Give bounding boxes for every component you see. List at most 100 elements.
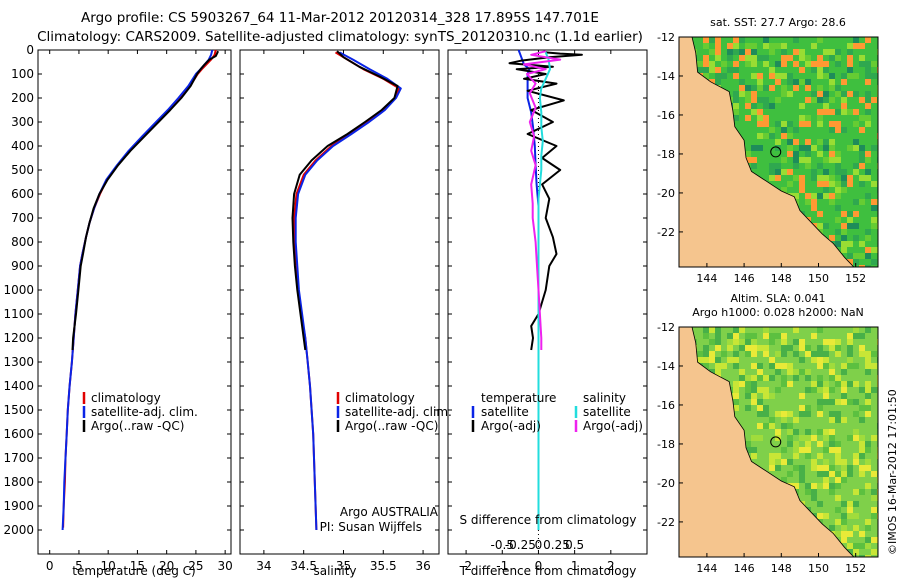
map-cell xyxy=(757,55,763,61)
map-x-tick-label: 148 xyxy=(771,272,792,285)
map-cell xyxy=(793,417,799,423)
sla-map-title-2: Argo h1000: 0.028 h2000: NaN xyxy=(692,306,864,319)
map-cell xyxy=(763,393,769,399)
panel-frame xyxy=(37,49,232,555)
map-cell xyxy=(787,151,793,157)
map-cell xyxy=(865,441,871,447)
map-cell xyxy=(847,181,853,187)
map-cell xyxy=(829,489,835,495)
map-cell xyxy=(871,549,877,555)
map-y-tick-label: -12 xyxy=(657,321,675,334)
x-tick-label: 35.5 xyxy=(370,559,397,573)
map-cell xyxy=(703,55,709,61)
map-cell xyxy=(727,339,733,345)
map-cell xyxy=(817,357,823,363)
map-cell xyxy=(733,37,739,43)
map-cell xyxy=(715,327,721,333)
map-cell xyxy=(793,429,799,435)
map-x-tick-label: 152 xyxy=(845,562,866,575)
map-cell xyxy=(859,489,865,495)
map-cell xyxy=(757,345,763,351)
map-cell xyxy=(775,369,781,375)
map-cell xyxy=(835,351,841,357)
map-cell xyxy=(751,103,757,109)
map-cell xyxy=(703,73,709,79)
map-cell xyxy=(757,369,763,375)
map-cell xyxy=(703,61,709,67)
map-cell xyxy=(829,127,835,133)
map-cell xyxy=(847,381,853,387)
map-cell xyxy=(817,405,823,411)
map-cell xyxy=(841,211,847,217)
map-cell xyxy=(739,375,745,381)
map-cell xyxy=(745,115,751,121)
map-cell xyxy=(697,357,703,363)
map-cell xyxy=(745,333,751,339)
map-cell xyxy=(859,55,865,61)
map-cell xyxy=(763,43,769,49)
map-cell xyxy=(865,393,871,399)
map-cell xyxy=(733,49,739,55)
map-cell xyxy=(793,375,799,381)
map-cell xyxy=(703,67,709,73)
map-cell xyxy=(829,375,835,381)
map-cell xyxy=(805,199,811,205)
map-cell xyxy=(775,175,781,181)
x-tick-label: 2 xyxy=(607,559,615,573)
map-cell xyxy=(745,49,751,55)
map-cell xyxy=(745,381,751,387)
map-cell xyxy=(739,339,745,345)
map-cell xyxy=(769,375,775,381)
map-cell xyxy=(823,193,829,199)
map-cell xyxy=(751,55,757,61)
map-cell xyxy=(841,381,847,387)
map-cell xyxy=(823,351,829,357)
map-cell xyxy=(733,109,739,115)
y-tick-label: 1100 xyxy=(3,307,34,321)
argo-marker xyxy=(770,146,782,158)
map-cell xyxy=(733,399,739,405)
map-cell xyxy=(817,163,823,169)
map-cell xyxy=(859,265,865,267)
map-cell xyxy=(865,543,871,549)
map-cell xyxy=(847,67,853,73)
map-cell xyxy=(835,61,841,67)
map-cell xyxy=(805,115,811,121)
map-cell xyxy=(841,363,847,369)
map-cell xyxy=(865,103,871,109)
series-line xyxy=(61,49,214,531)
map-cell xyxy=(859,441,865,447)
map-cell xyxy=(769,49,775,55)
map-cell xyxy=(841,79,847,85)
map-cell xyxy=(841,393,847,399)
map-cell xyxy=(763,423,769,429)
map-cell xyxy=(835,205,841,211)
map-cell xyxy=(751,399,757,405)
map-y-tick-label: -12 xyxy=(657,31,675,44)
map-cell xyxy=(817,109,823,115)
map-cell xyxy=(799,121,805,127)
map-cell xyxy=(823,187,829,193)
map-cell xyxy=(823,447,829,453)
map-cell xyxy=(835,121,841,127)
map-cell xyxy=(727,67,733,73)
map-cell xyxy=(853,363,859,369)
map-cell xyxy=(781,49,787,55)
salinity-annotation-2: PI: Susan Wijffels xyxy=(320,520,422,534)
map-cell xyxy=(823,513,829,519)
map-cell xyxy=(829,121,835,127)
map-cell xyxy=(805,375,811,381)
map-cell xyxy=(853,121,859,127)
map-cell xyxy=(823,67,829,73)
map-cell xyxy=(715,37,721,43)
map-cell xyxy=(853,259,859,265)
map-cell xyxy=(823,357,829,363)
map-cell xyxy=(853,169,859,175)
map-cell xyxy=(763,97,769,103)
y-tick-label: 1600 xyxy=(3,427,34,441)
map-cell xyxy=(805,55,811,61)
map-cell xyxy=(757,423,763,429)
map-cell xyxy=(817,97,823,103)
map-y-tick-label: -14 xyxy=(657,70,675,83)
map-cell xyxy=(841,387,847,393)
